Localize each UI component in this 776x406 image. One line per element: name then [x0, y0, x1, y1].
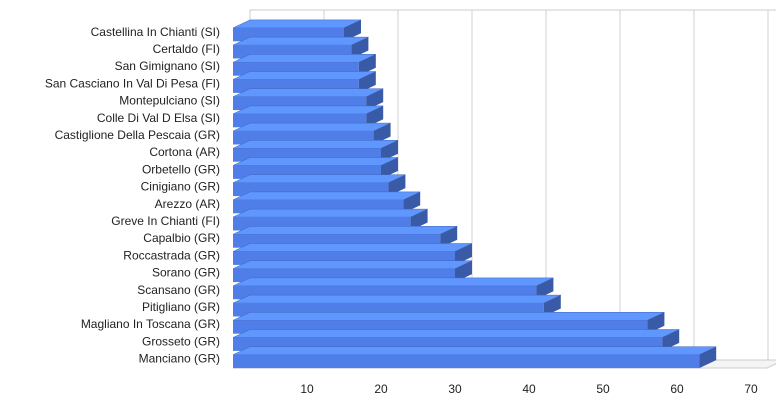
bar — [232, 208, 428, 231]
y-tick-label: Castiglione Della Pescaia (GR) — [55, 128, 220, 142]
bar-side — [543, 295, 561, 317]
x-tick-label: 50 — [596, 382, 610, 396]
bar-top — [232, 88, 384, 97]
x-tick-label: 30 — [448, 382, 462, 396]
bar-top — [232, 243, 473, 252]
x-tick-label: 70 — [744, 382, 758, 396]
bar-side — [366, 88, 384, 111]
y-tick-label: San Casciano In Val Di Pesa (FI) — [45, 76, 220, 90]
bar-top — [232, 329, 680, 338]
y-tick-label: Certaldo (FI) — [153, 42, 220, 56]
bar-side — [381, 157, 398, 179]
y-tick-label: Arezzo (AR) — [155, 197, 220, 211]
bar-top — [232, 105, 384, 115]
y-tick-label: Cinigiano (GR) — [141, 180, 220, 194]
bar-top — [232, 208, 428, 218]
y-tick-label: Sorano (GR) — [152, 266, 220, 280]
bar-side — [373, 123, 391, 145]
bar — [232, 346, 717, 369]
y-tick-label: Roccastrada (GR) — [123, 248, 220, 262]
bar-top — [232, 36, 369, 46]
y-tick-label: Pitigliano (GR) — [142, 300, 220, 314]
y-tick-label: San Gimignano (SI) — [115, 59, 220, 73]
bar-side — [440, 226, 458, 248]
bar-side — [388, 174, 406, 197]
y-tick-label: Capalbio (GR) — [143, 231, 220, 245]
bar-top — [232, 140, 399, 149]
bar-side — [410, 209, 428, 231]
bar-side — [455, 260, 472, 283]
x-tick-label: 60 — [670, 382, 684, 396]
bar-top — [232, 260, 473, 269]
y-tick-label: Magliano In Toscana (GR) — [81, 317, 220, 331]
y-tick-label: Castellina In Chianti (SI) — [91, 25, 220, 39]
y-tick-label: Colle Di Val D Elsa (SI) — [97, 111, 220, 125]
bar-top — [232, 277, 554, 287]
bar-side — [403, 191, 421, 214]
bar-top — [232, 294, 561, 304]
bar-top — [232, 312, 665, 321]
bar-top — [232, 157, 399, 166]
y-tick-label: Grosseto (GR) — [142, 334, 220, 348]
bar-top — [232, 346, 717, 355]
y-tick-label: Orbetello (GR) — [142, 162, 220, 176]
bar-side — [455, 243, 472, 265]
bar-face — [233, 354, 700, 369]
bar-top — [232, 19, 362, 29]
y-tick-label: Manciano (GR) — [139, 352, 220, 366]
bar-top — [232, 226, 458, 235]
bar-side — [351, 37, 369, 59]
bar-side — [381, 140, 398, 162]
bar-side — [366, 105, 384, 128]
bar-top — [232, 54, 376, 63]
x-tick-label: 10 — [300, 382, 314, 396]
bar-top — [232, 191, 421, 201]
y-tick-label: Montepulciano (SI) — [119, 94, 220, 108]
x-tick-label: 40 — [522, 382, 536, 396]
bar-top — [232, 174, 406, 183]
bar-top — [232, 71, 376, 80]
bar-top — [232, 122, 391, 132]
x-tick-label: 20 — [374, 382, 388, 396]
y-tick-label: Greve In Chianti (FI) — [111, 214, 220, 228]
bar-side — [647, 312, 665, 334]
y-tick-label: Scansano (GR) — [137, 283, 220, 297]
bar-side — [662, 329, 680, 351]
bar-side — [344, 19, 361, 42]
bar-side — [358, 54, 376, 76]
bar-side — [358, 71, 376, 93]
y-tick-label: Cortona (AR) — [149, 145, 220, 159]
bar-side — [699, 346, 717, 369]
bar-side — [536, 277, 554, 300]
